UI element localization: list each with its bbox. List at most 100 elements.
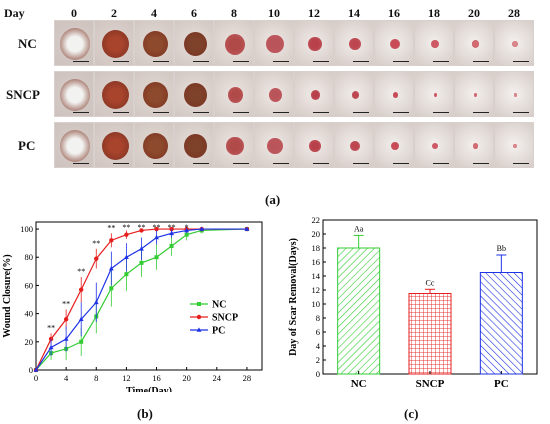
wound-mark (309, 139, 321, 153)
y-tick-label: 8 (316, 313, 320, 323)
wound-mark (431, 39, 439, 49)
x-tick-label: 16 (152, 373, 161, 383)
scale-bar (513, 163, 529, 164)
significance-marker: * (185, 223, 189, 232)
wound-mark (183, 133, 207, 159)
significance-marker: ** (122, 223, 130, 232)
scale-bar (313, 112, 329, 113)
wound-photo-nc-day-18 (414, 20, 454, 66)
wound-mark (308, 36, 322, 52)
wound-photo-pc-day-12 (294, 122, 334, 168)
wound-photo-pc-day-2 (94, 122, 134, 168)
data-point-pc (33, 367, 39, 372)
wound-photo-sncp-day-2 (94, 71, 134, 117)
wound-mark (266, 34, 284, 54)
x-tick-label: 24 (213, 373, 222, 383)
wound-photo-sncp-day-10 (254, 71, 294, 117)
wound-photo-nc-day-6 (174, 20, 214, 66)
y-tick-label: 10 (312, 299, 321, 309)
legend-label-nc: NC (212, 300, 226, 311)
bar-sncp (408, 293, 452, 375)
scale-bar (473, 163, 489, 164)
plot-frame (35, 221, 263, 371)
photo-grid: Day 0 2 4 6 8 10 12 14 16 18 20 28 NC SNCP PC (0, 0, 550, 190)
wound-mark (392, 92, 398, 98)
panel-a-label: (a) (265, 192, 281, 207)
wound-photo-sncp-day-12 (294, 71, 334, 117)
data-point-nc (154, 255, 159, 260)
scale-bar (233, 61, 249, 62)
scale-bar (473, 61, 489, 62)
day-header-20: 20 (468, 6, 480, 20)
data-point-sncp (79, 287, 84, 292)
wound-photo-sncp-day-8 (214, 71, 254, 117)
wound-mark (433, 93, 437, 97)
significance-marker: ** (168, 223, 176, 232)
y-tick-label: 60 (25, 280, 34, 290)
wound-photo-nc-day-4 (134, 20, 174, 66)
wound-photo-pc-day-14 (334, 122, 374, 168)
wound-mark (391, 141, 399, 151)
wound-mark (349, 37, 361, 51)
y-tick-label: 20 (25, 337, 34, 347)
x-tick-label: 28 (243, 373, 252, 383)
wound-mark (183, 82, 207, 108)
scale-bar (393, 61, 409, 62)
scale-bar (153, 61, 169, 62)
wound-mark (471, 40, 479, 48)
data-point-nc (124, 272, 129, 277)
x-tick-label: 12 (122, 373, 131, 383)
x-tick-label-sncp: SNCP (416, 378, 445, 390)
significance-marker: ** (137, 223, 145, 232)
data-point-pc (93, 299, 99, 305)
wound-photo-nc-day-12 (294, 20, 334, 66)
legend-marker-pc (196, 327, 202, 332)
wound-photo-sncp-day-14 (334, 71, 374, 117)
wound-mark (267, 137, 283, 155)
wound-photo-pc-day-6 (174, 122, 214, 168)
scale-bar (353, 112, 369, 113)
y-tick-label: 16 (312, 257, 321, 267)
wound-mark (390, 38, 400, 50)
day-title: Day (4, 6, 25, 20)
data-point-sncp (63, 317, 69, 322)
scale-bar (393, 163, 409, 164)
wound-photo-pc-day-16 (374, 122, 414, 168)
y-tick-label: 0 (29, 365, 33, 375)
wound-mark (350, 140, 360, 152)
wound-mark (351, 91, 359, 99)
scale-bar (313, 61, 329, 62)
wound-photo-nc-day-8 (214, 20, 254, 66)
wound-closure-line-chart: 0 4 8 12 16 20 24 28 0 20 40 60 80 100 Time(Day) Wound … (2, 221, 263, 392)
day-header-18: 18 (428, 6, 440, 20)
scale-bar (433, 163, 449, 164)
bar-pc (479, 272, 523, 375)
data-point-pc (78, 316, 84, 322)
day-header-2: 2 (111, 6, 117, 20)
data-point-pc (108, 265, 114, 271)
scale-bar (473, 112, 489, 113)
y-tick-label: 14 (312, 271, 321, 281)
wound-photo-sncp-day-18 (414, 71, 454, 117)
x-tick-label-nc: NC (351, 378, 367, 390)
data-point-pc (139, 246, 144, 251)
data-point-sncp (94, 256, 99, 261)
wound-mark (60, 28, 90, 60)
y-tick-label: 0 (316, 369, 320, 379)
day-header-12: 12 (308, 6, 320, 20)
wound-mark (473, 93, 477, 97)
scar-removal-bar-chart: 0 2 4 6 8 10 12 14 16 18 20 22 Day of Scar Removal(D… (288, 215, 538, 390)
bar-annotation-pc: Bb (497, 244, 506, 253)
day-header-4: 4 (151, 6, 157, 20)
significance-marker: ** (47, 323, 55, 332)
legend-marker-nc (197, 302, 201, 306)
scale-bar (513, 61, 529, 62)
wound-photo-sncp-day-6 (174, 71, 214, 117)
y-tick-label: 20 (312, 229, 321, 239)
x-tick-label: 0 (34, 373, 38, 383)
scale-bar (193, 112, 209, 113)
significance-marker: ** (107, 223, 115, 232)
wound-mark (101, 29, 129, 59)
significance-marker: ** (62, 299, 70, 308)
data-point-sncp (109, 238, 114, 243)
